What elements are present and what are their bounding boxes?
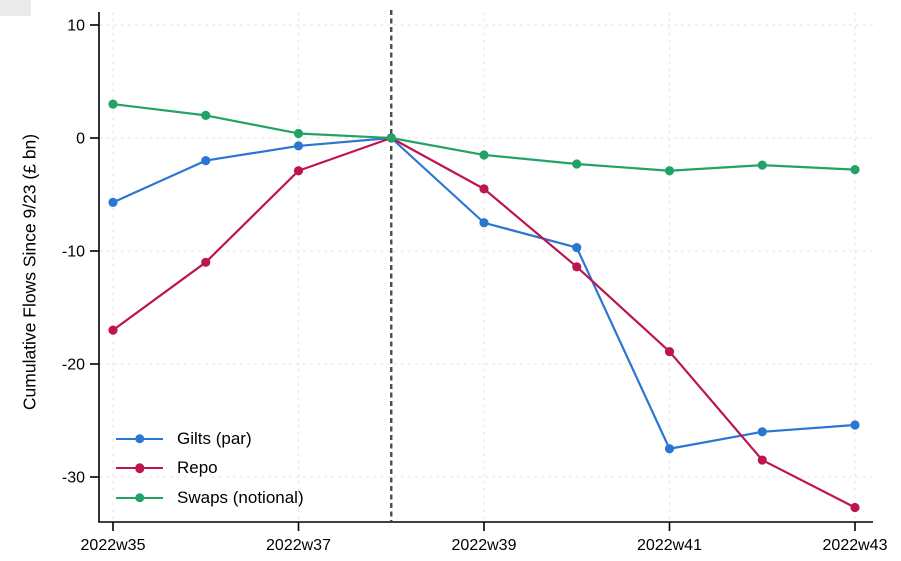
y-tick-label: -20: [62, 357, 85, 374]
y-axis-title: Cumulative Flows Since 9/23 (£ bn): [19, 133, 40, 411]
x-tick-label: 2022w35: [81, 537, 146, 554]
data-point: [293, 166, 304, 176]
data-point: [479, 184, 489, 194]
data-point: [108, 325, 118, 335]
data-point: [664, 166, 675, 176]
x-tick-label: 2022w41: [637, 537, 702, 554]
data-point: [108, 99, 118, 109]
y-tick-label: 0: [76, 131, 85, 148]
legend-line-swatch: [116, 492, 163, 503]
legend: Gilts (par) Repo Swaps (notional): [116, 424, 304, 513]
data-point: [850, 502, 860, 513]
data-point: [201, 257, 211, 267]
data-point: [572, 262, 582, 272]
legend-line-swatch: [116, 463, 163, 473]
data-point: [108, 197, 118, 208]
legend-item-repo: Repo: [116, 454, 304, 484]
data-point: [572, 243, 582, 253]
legend-label: Repo: [177, 458, 218, 478]
data-point: [850, 165, 860, 175]
legend-line-swatch: [116, 433, 163, 444]
legend-dot-marker: [134, 433, 145, 444]
x-tick-label: 2022w43: [823, 537, 888, 554]
y-tick-label: -30: [62, 470, 85, 487]
data-point: [757, 455, 767, 465]
data-point: [664, 346, 675, 357]
screenshot-corner-artifact: [0, 0, 31, 16]
data-point: [757, 427, 767, 437]
x-tick-label: 2022w39: [452, 537, 517, 554]
data-point: [757, 160, 767, 170]
data-point: [572, 159, 582, 169]
data-point: [386, 133, 396, 143]
data-point: [201, 156, 211, 166]
y-tick-label: -10: [62, 244, 85, 261]
data-point: [479, 218, 489, 228]
x-tick-label: 2022w37: [266, 537, 331, 554]
legend-label: Swaps (notional): [177, 487, 304, 507]
data-point: [201, 110, 211, 120]
data-point: [293, 128, 304, 139]
legend-item-swaps: Swaps (notional): [116, 483, 304, 513]
legend-dot-marker: [134, 492, 145, 503]
data-point: [479, 150, 489, 160]
y-tick-label: 10: [67, 18, 85, 35]
data-point: [293, 141, 304, 151]
data-point: [664, 444, 675, 454]
legend-dot-marker: [134, 463, 145, 473]
data-point: [850, 420, 860, 430]
legend-item-gilts: Gilts (par): [116, 424, 304, 454]
legend-label: Gilts (par): [177, 428, 252, 448]
